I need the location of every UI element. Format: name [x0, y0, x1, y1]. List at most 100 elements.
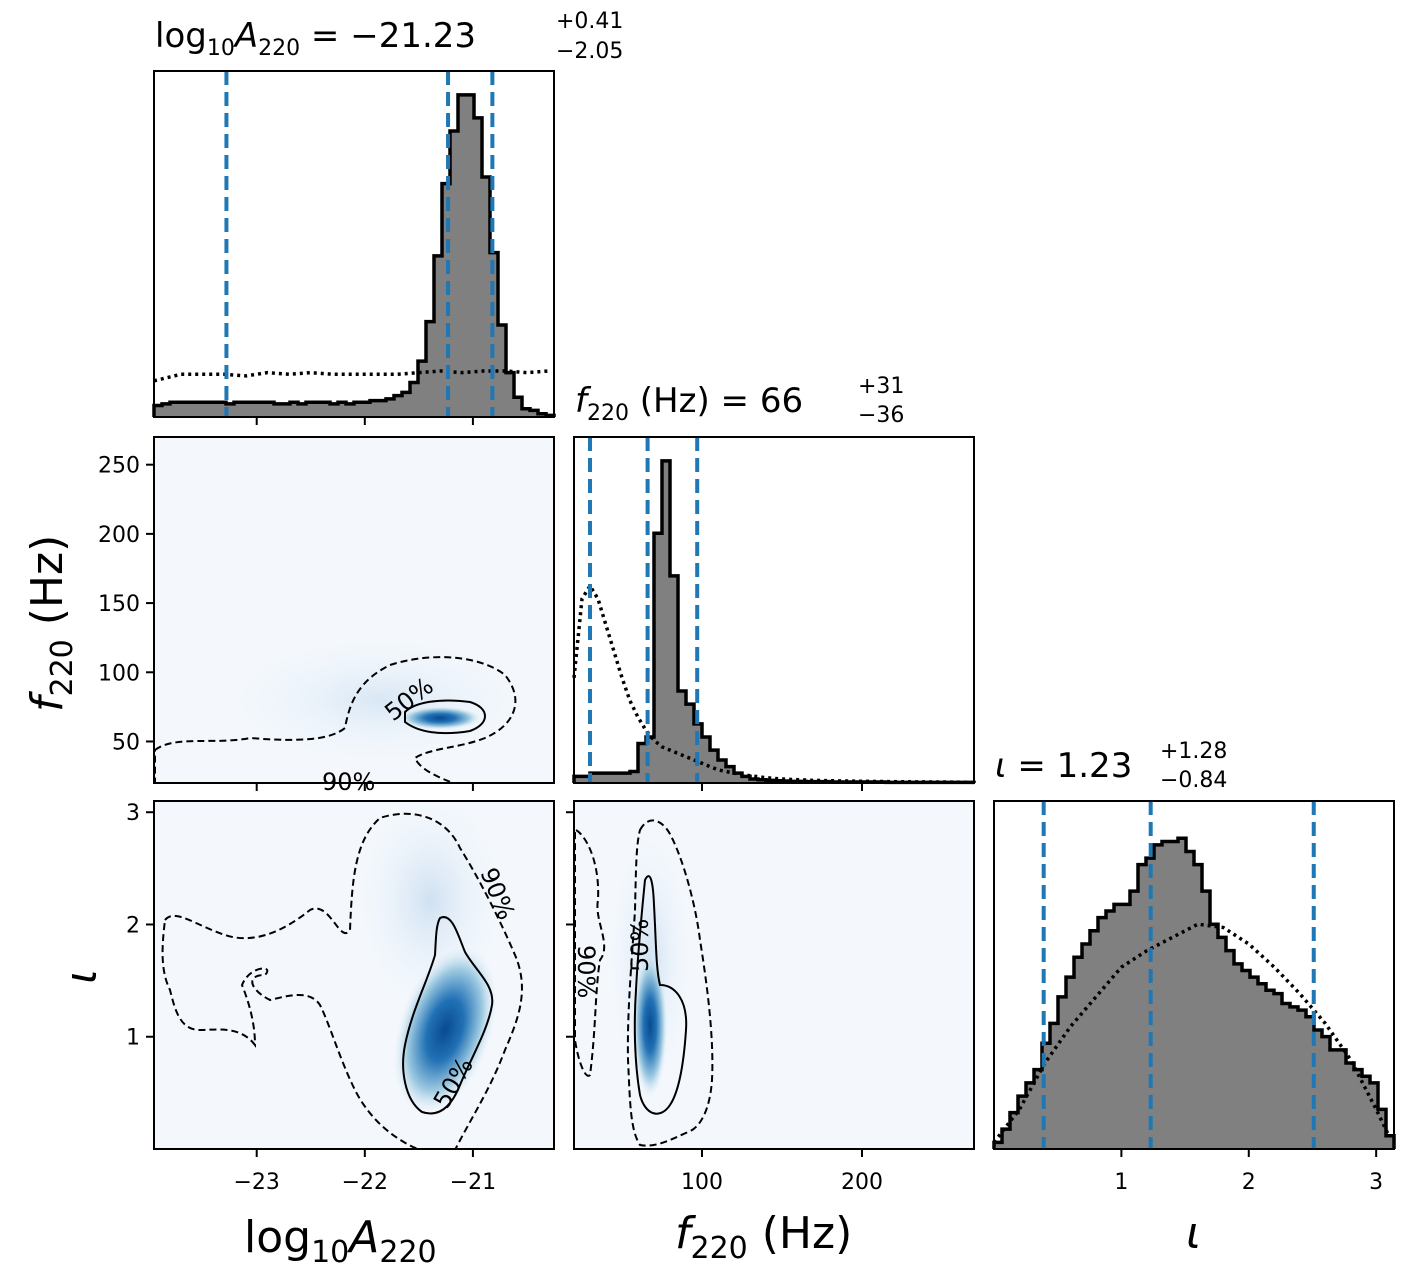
histogram-bar: [514, 397, 522, 417]
histogram-bar: [394, 395, 402, 417]
x-tick-label: 100: [681, 1170, 723, 1195]
histogram-bar: [330, 403, 338, 417]
histogram-bar: [266, 402, 274, 417]
histogram-bar: [1050, 1023, 1058, 1149]
histogram-bar: [1186, 851, 1194, 1149]
yaxis-label-iota: ι: [56, 969, 107, 984]
histogram-bar: [726, 766, 734, 783]
histogram-bar: [1378, 1109, 1386, 1149]
histogram-bar: [194, 402, 202, 417]
histogram-iota: [992, 800, 1396, 1150]
contour-label-90: 90%: [572, 945, 600, 998]
histogram-bar: [1242, 970, 1250, 1149]
histogram-bar: [258, 402, 266, 417]
histogram-bar: [314, 402, 322, 417]
histogram-bar: [1090, 930, 1098, 1149]
axis-ticks: −23 −22 −21 100 200 1 2 3 250 200 150 100 50 3 2 1: [98, 417, 1383, 1195]
title-log10A220: log10A220 = −21.23: [155, 16, 476, 61]
histogram-bar: [298, 403, 306, 417]
x-tick-label: 3: [1369, 1170, 1383, 1195]
histogram-bar: [1194, 864, 1202, 1149]
histogram-bar: [614, 773, 622, 783]
histogram-bar: [1306, 1016, 1314, 1149]
histogram-bar: [1106, 910, 1114, 1149]
histogram-bar: [1322, 1036, 1330, 1149]
histogram-bar: [678, 690, 686, 783]
histogram-bar: [498, 324, 506, 417]
histogram-bar: [1330, 1049, 1338, 1149]
histogram-bar: [1138, 864, 1146, 1149]
histogram-bar: [210, 402, 218, 417]
histogram-bar: [386, 398, 394, 417]
histogram-bar: [742, 776, 750, 783]
xaxis-label-iota: ι: [1186, 1208, 1201, 1259]
histogram-bar: [410, 382, 418, 417]
histogram-bar: [1058, 996, 1066, 1149]
histogram-bar: [1074, 957, 1082, 1149]
histogram-bar: [1290, 1006, 1298, 1149]
histogram-bar: [1026, 1082, 1034, 1149]
histogram-bar: [1266, 990, 1274, 1149]
y-tick-label: 250: [98, 454, 140, 479]
histogram-bar: [1122, 904, 1130, 1149]
histogram-bar: [662, 460, 670, 783]
histogram-bar: [218, 402, 226, 417]
histogram-bar: [702, 736, 710, 783]
histogram-bar: [274, 403, 282, 417]
histogram-bar: [1114, 904, 1122, 1149]
histogram-bar: [370, 400, 378, 417]
histogram-bar: [1042, 1043, 1050, 1149]
histogram-bar: [734, 773, 742, 783]
histogram-bar: [630, 771, 638, 783]
histogram-bar: [250, 402, 258, 417]
histogram-bar: [170, 402, 178, 417]
y-tick-label: 150: [98, 592, 140, 617]
histogram-bar: [590, 773, 598, 783]
histogram-bar: [234, 402, 242, 417]
density-iota-vs-log10A220: 50% 90%: [153, 800, 555, 1150]
title-f220: f220 (Hz) = 66: [575, 381, 803, 426]
y-tick-label: 2: [126, 913, 140, 938]
histogram-bar: [1034, 1069, 1042, 1149]
histogram-bar: [1298, 1010, 1306, 1149]
histogram-bar: [362, 402, 370, 417]
contour-90-percent: [161, 812, 523, 1149]
histogram-bar: [1354, 1069, 1362, 1149]
histogram-bar: [402, 392, 410, 417]
histogram-log10A220: [152, 70, 556, 418]
title-f220-lower-error: −36: [858, 403, 904, 428]
histogram-bar: [474, 117, 482, 418]
histogram-bar: [1098, 917, 1106, 1149]
histogram-bar: [1130, 891, 1138, 1149]
xaxis-label-f220: f220 (Hz): [675, 1208, 852, 1266]
histogram-bar: [242, 402, 250, 417]
contour-label-50: 50%: [626, 919, 654, 972]
y-tick-label: 200: [98, 523, 140, 548]
histogram-bar: [1274, 993, 1282, 1149]
histogram-bar: [646, 736, 654, 783]
contour-90-percent: [574, 819, 714, 1147]
histogram-bar: [322, 402, 330, 417]
histogram-bar: [482, 177, 490, 417]
histogram-bar: [686, 704, 694, 783]
histogram-bar: [154, 405, 162, 417]
histogram-bar: [1082, 944, 1090, 1149]
title-log10A220-lower-error: −2.05: [556, 39, 623, 64]
histogram-bar: [306, 402, 314, 417]
histogram-bar: [1154, 844, 1162, 1149]
histogram-bar: [450, 131, 458, 417]
prior-dotted-line: [572, 582, 975, 785]
histogram-bar: [442, 183, 450, 417]
histogram-bar: [458, 94, 466, 418]
histogram-bar: [1002, 1129, 1010, 1149]
histogram-outline: [152, 93, 556, 418]
histogram-bar: [1338, 1049, 1346, 1149]
histogram-bar: [1202, 891, 1210, 1149]
histogram-bar: [290, 402, 298, 417]
histogram-bar: [338, 402, 346, 417]
histogram-bar: [418, 361, 426, 417]
histogram-bar: [426, 321, 434, 417]
histogram-f220: [572, 436, 976, 785]
contour-90-percent: [154, 656, 517, 783]
histogram-bar: [1346, 1063, 1354, 1149]
